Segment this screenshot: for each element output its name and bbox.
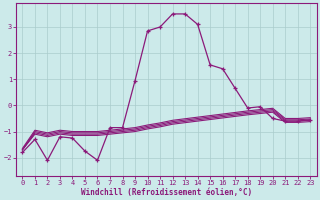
X-axis label: Windchill (Refroidissement éolien,°C): Windchill (Refroidissement éolien,°C)	[81, 188, 252, 197]
